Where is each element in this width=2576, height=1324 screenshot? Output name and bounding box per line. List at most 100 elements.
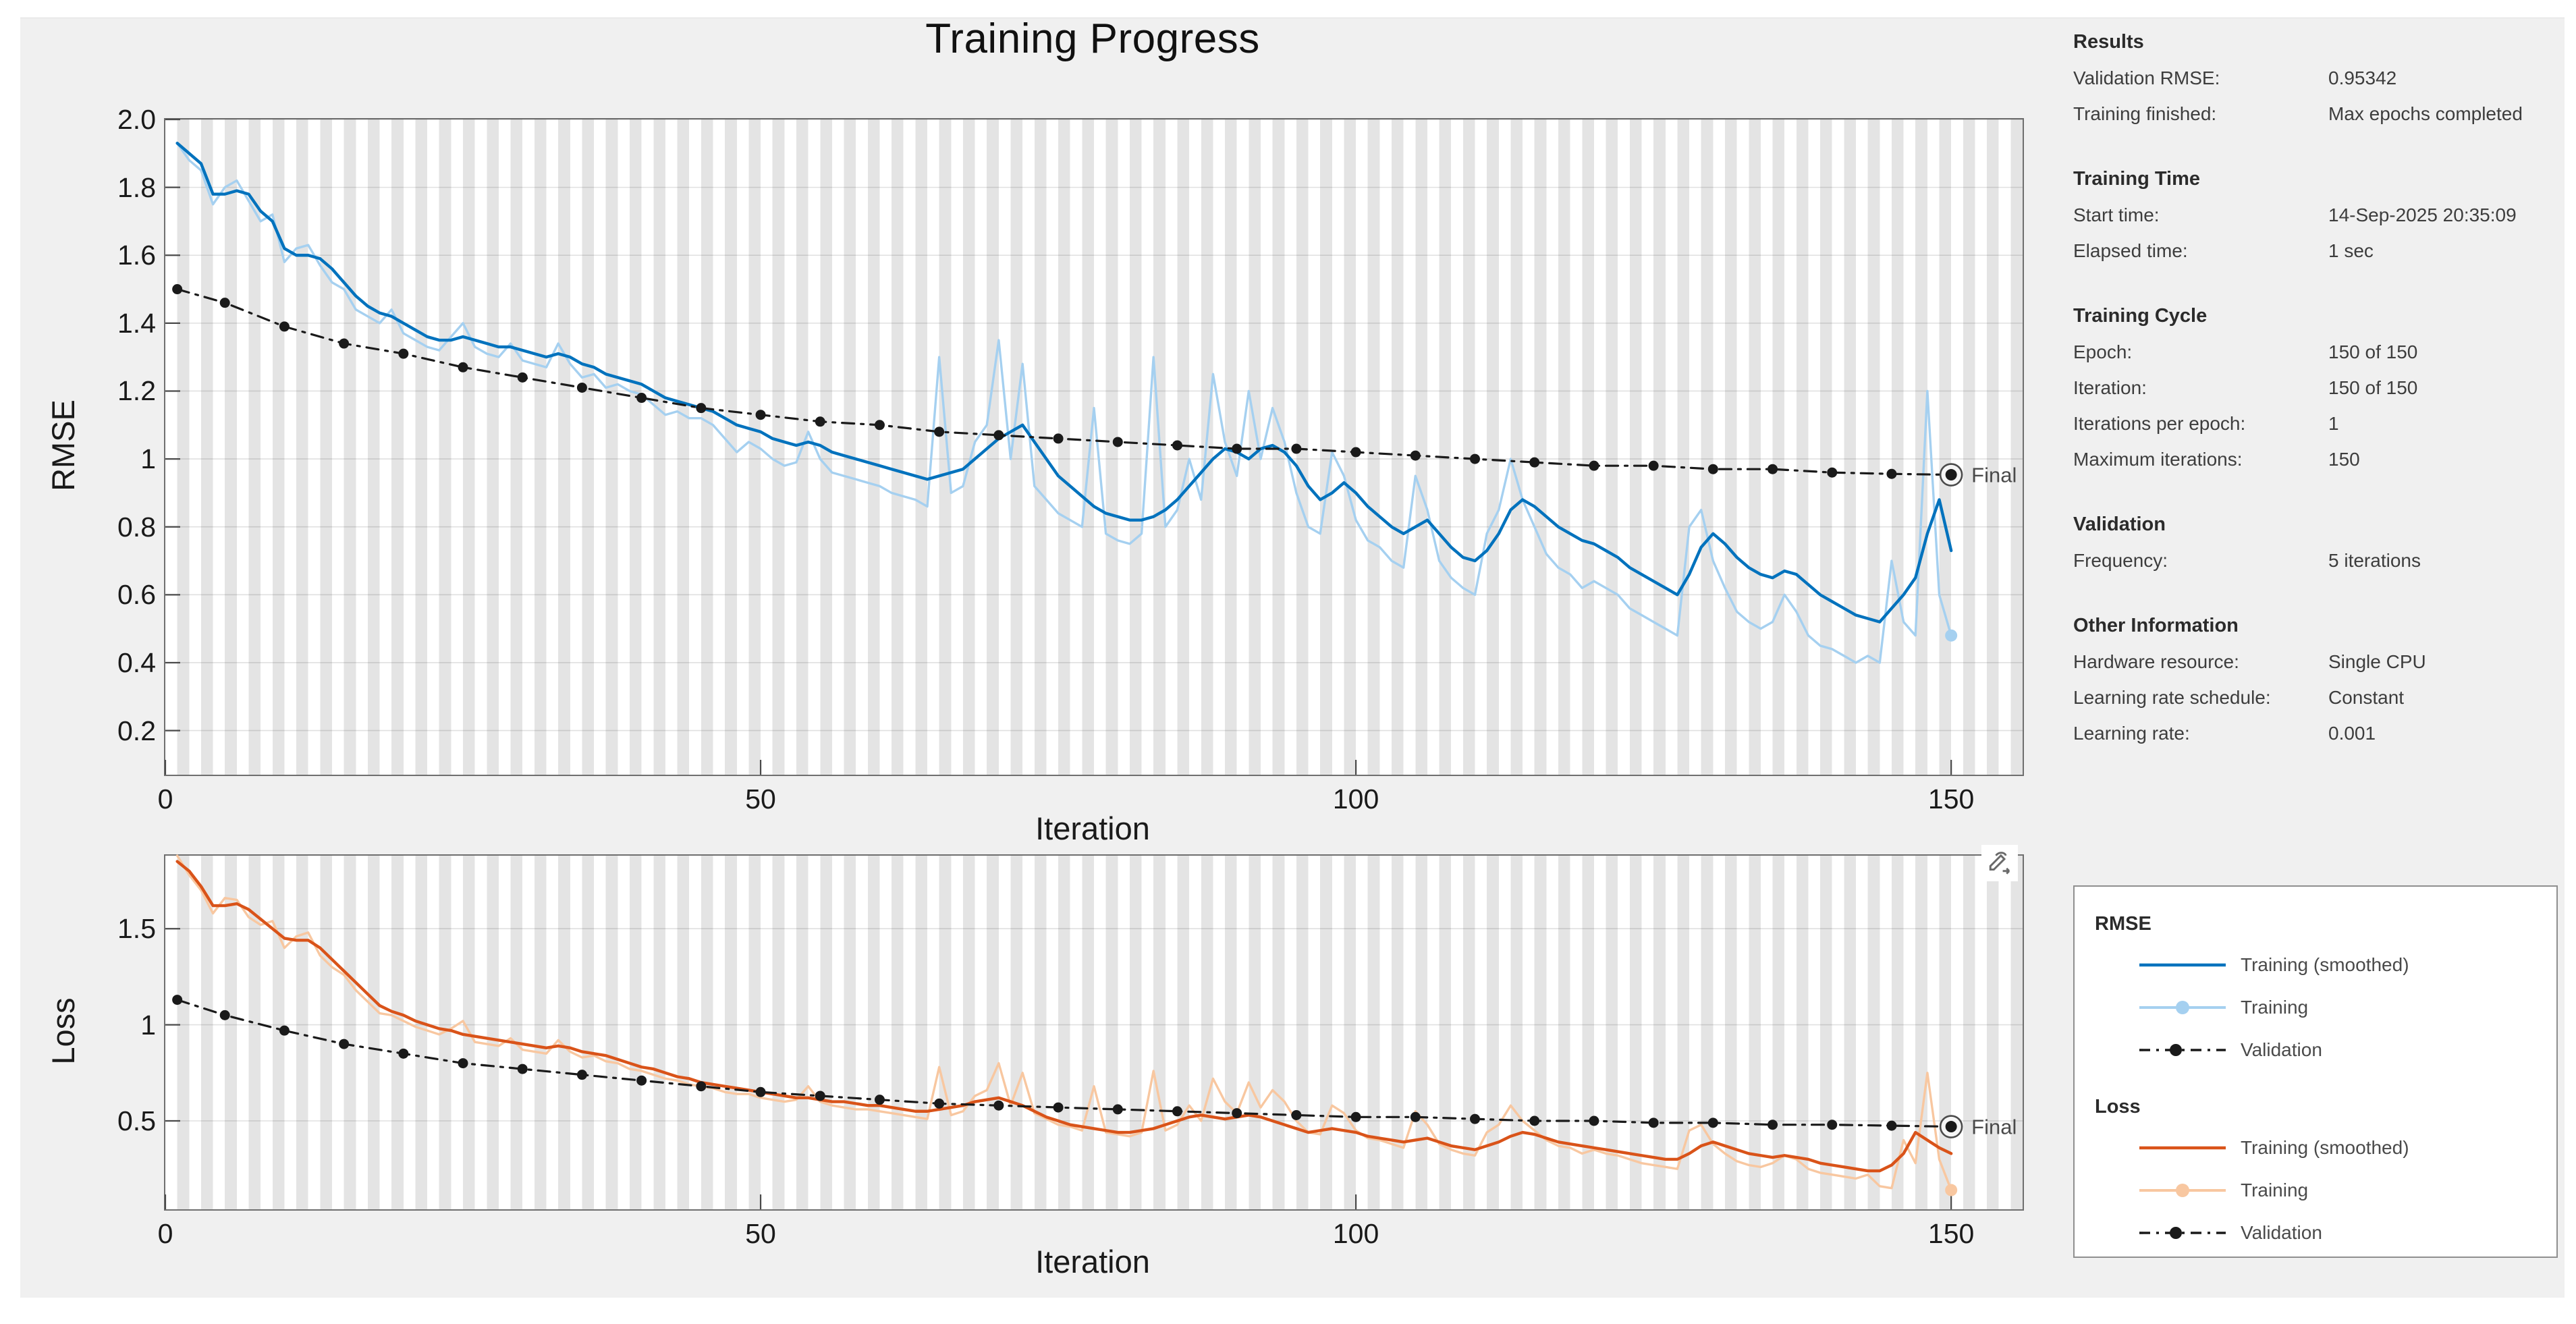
loss-chart-plot-area: Final 1.5 1 0.5 0 50 100 150 <box>117 854 2024 1249</box>
x-tick-label: 0 <box>157 783 173 815</box>
validation-marker <box>219 1010 230 1020</box>
info-row-label: Elapsed time: <box>2073 240 2188 261</box>
validation-marker <box>993 1100 1004 1111</box>
export-icon <box>1985 847 2015 880</box>
info-row-value: Constant <box>2328 687 2405 708</box>
validation-marker <box>279 1025 290 1036</box>
y-tick-label: 1.5 <box>117 913 156 945</box>
info-row-label: Start time: <box>2073 204 2160 225</box>
y-tick-label: 1 <box>140 443 156 475</box>
y-tick-label: 0.6 <box>117 579 156 611</box>
info-row-value: 5 iterations <box>2328 550 2421 571</box>
legend-item: Validation <box>2138 1211 2556 1254</box>
validation-marker <box>1350 447 1361 458</box>
validation-marker <box>1410 1111 1421 1122</box>
info-row-label: Learning rate schedule: <box>2073 687 2271 708</box>
info-section-heading: Training Cycle <box>2073 305 2208 327</box>
legend-item-label: Training (smoothed) <box>2241 1136 2409 1158</box>
legend-item-label: Training <box>2241 1179 2309 1201</box>
info-row-label: Hardware resource: <box>2073 651 2239 672</box>
validation-marker <box>517 1064 528 1074</box>
final-marker-label: Final <box>1971 1115 2017 1139</box>
info-row: Frequency: 5 iterations <box>2073 543 2566 578</box>
info-row: Iteration: 150 of 150 <box>2073 370 2566 406</box>
y-tick-label: 0.4 <box>117 646 156 678</box>
info-row-value: 1 sec <box>2328 240 2374 261</box>
rmse-x-axis-label: Iteration <box>1035 810 1150 846</box>
loss-validation-line <box>176 998 1952 1128</box>
info-row: Learning rate schedule: Constant <box>2073 680 2566 715</box>
legend-item: Validation <box>2138 1028 2556 1071</box>
validation-marker <box>1053 433 1064 444</box>
validation-marker <box>1767 464 1778 474</box>
info-row: Learning rate: 0.001 <box>2073 715 2566 751</box>
validation-marker <box>458 1058 468 1069</box>
validation-marker <box>874 1095 885 1105</box>
legend-group-heading: Loss <box>2095 1095 2141 1118</box>
x-tick-label: 100 <box>1332 1218 1379 1249</box>
info-row-value: Single CPU <box>2328 651 2426 672</box>
validation-marker <box>815 416 825 427</box>
validation-marker <box>874 420 885 431</box>
info-row-value: 14-Sep-2025 20:35:09 <box>2328 204 2517 225</box>
validation-marker <box>1172 1106 1182 1117</box>
info-row: Training finished: Max epochs completed <box>2073 96 2566 132</box>
info-row-value: 0.001 <box>2328 723 2376 744</box>
validation-marker <box>815 1091 825 1101</box>
info-section-heading: Training Time <box>2073 168 2201 190</box>
info-row-label: Maximum iterations: <box>2073 449 2243 470</box>
y-tick-label: 2.0 <box>117 104 156 135</box>
rmse-training-raw-line <box>175 142 1952 664</box>
validation-marker <box>1053 1102 1064 1113</box>
validation-marker <box>1232 443 1242 454</box>
info-section-heading: Validation <box>2073 514 2166 535</box>
validation-marker <box>1589 460 1599 471</box>
validation-marker <box>1291 443 1302 454</box>
validation-marker <box>279 321 290 332</box>
y-tick-label: 0.5 <box>117 1105 156 1136</box>
validation-marker <box>1827 1120 1838 1130</box>
info-row: Epoch: 150 of 150 <box>2073 334 2566 370</box>
legend-group: Loss Training (smoothed) Training Validatio… <box>2095 1087 2556 1254</box>
info-row: Elapsed time: 1 sec <box>2073 233 2566 269</box>
info-section-heading: Other Information <box>2073 615 2239 636</box>
legend-swatch-line-marker <box>2138 1182 2227 1199</box>
info-row-value: 0.95342 <box>2328 67 2397 88</box>
validation-marker <box>1410 450 1421 461</box>
validation-marker <box>1707 1118 1718 1128</box>
validation-marker <box>993 430 1004 441</box>
validation-marker <box>636 1075 647 1086</box>
info-section: Validation Frequency: 5 iterations <box>2073 507 2566 578</box>
rmse-chart-plot-area: Final 2.0 1.8 1.6 1.4 1.2 1 0.8 0.6 0.4 0.2 0 50 100 1… <box>117 104 2024 815</box>
validation-marker <box>458 362 468 373</box>
validation-marker <box>1232 1108 1242 1119</box>
validation-marker <box>1827 467 1838 478</box>
x-tick-label: 0 <box>157 1218 173 1249</box>
rmse-validation-line <box>176 287 1952 476</box>
legend-item: Training <box>2138 986 2556 1028</box>
info-row-label: Iterations per epoch: <box>2073 413 2246 434</box>
validation-marker <box>517 372 528 383</box>
loss-y-axis-label: Loss <box>45 997 81 1065</box>
info-section-heading: Results <box>2073 31 2144 53</box>
validation-marker <box>1767 1120 1778 1130</box>
validation-marker <box>1648 460 1659 471</box>
x-tick-label: 150 <box>1927 1218 1975 1249</box>
validation-marker <box>172 995 183 1005</box>
info-row: Maximum iterations: 150 <box>2073 441 2566 477</box>
info-row-value: 150 of 150 <box>2328 377 2418 398</box>
validation-marker <box>1172 440 1182 451</box>
y-tick-label: 1 <box>140 1009 156 1041</box>
legend-swatch-line-marker <box>2138 999 2227 1016</box>
y-tick-label: 0.2 <box>117 715 156 746</box>
loss-training-raw-line <box>175 854 1952 1192</box>
export-plot-button[interactable] <box>1981 845 2018 881</box>
x-tick-label: 50 <box>745 1218 776 1249</box>
legend-item-label: Training (smoothed) <box>2241 954 2409 975</box>
info-row-label: Learning rate: <box>2073 723 2190 744</box>
legend-item: Training (smoothed) <box>2138 943 2556 986</box>
legend-group: RMSE Training (smoothed) Training Validatio… <box>2095 904 2556 1071</box>
final-marker-label: Final <box>1971 464 2017 487</box>
validation-marker <box>696 403 707 414</box>
info-row-value: 150 <box>2328 449 2360 470</box>
